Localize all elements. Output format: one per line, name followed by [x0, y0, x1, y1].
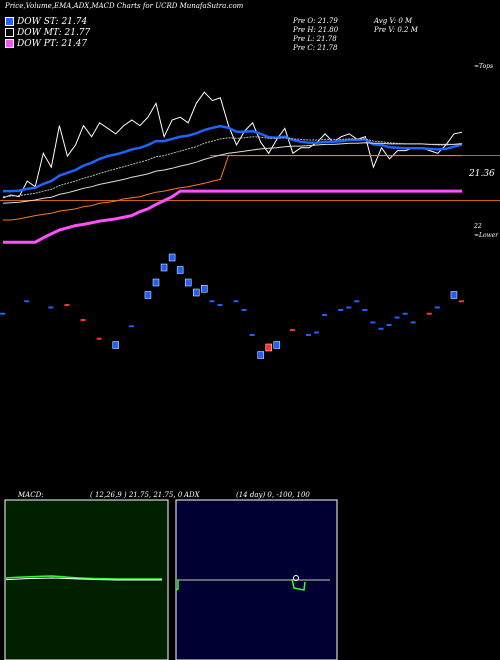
legend-label: DOW ST: 21.74 — [17, 17, 88, 27]
volume-mark — [80, 319, 86, 321]
volume-mark — [184, 278, 192, 287]
legend-item: DOW MT: 21.77 — [5, 28, 90, 39]
volume-mark — [217, 304, 223, 306]
macd-label: MACD: — [18, 491, 44, 499]
legend-label: DOW PT: 21.47 — [17, 39, 88, 49]
volume-mark — [96, 337, 102, 340]
avg-volume: Avg V: 0 M — [374, 17, 413, 25]
series-line-0 — [2, 91, 463, 199]
lower-note: 22 ≈Lower — [474, 223, 499, 239]
volume-mark — [176, 266, 184, 274]
volume-mark — [233, 300, 239, 303]
ohlc-low: Pre L: 21.78 — [293, 35, 337, 43]
volume-mark — [426, 312, 432, 315]
legend-label: DOW MT: 21.77 — [17, 28, 91, 38]
volume-mark — [265, 343, 272, 352]
volume-mark — [338, 309, 344, 311]
last-price-label: 21.36 — [469, 169, 495, 179]
volume-mark — [394, 316, 400, 319]
legend-item: DOW PT: 21.47 — [5, 39, 87, 50]
volume-mark — [0, 312, 5, 315]
adx-params: (14 day) 0, -100, 100 — [236, 491, 310, 499]
volume-mark — [306, 334, 311, 336]
adx-dmi-plus — [291, 578, 306, 591]
chart-title: Price,Volume,EMA,ADX,MACD Charts for UCR… — [5, 2, 244, 10]
volume-mark — [354, 300, 360, 303]
volume-mark — [168, 253, 176, 262]
volume-mark — [112, 341, 119, 349]
volume-mark — [346, 306, 352, 309]
series-line-5 — [3, 189, 462, 244]
volume-mark — [209, 300, 215, 303]
volume-mark — [410, 321, 416, 324]
volume-mark — [378, 327, 384, 330]
macd-signal-line — [5, 577, 162, 581]
volume-mark — [370, 321, 376, 324]
volume-mark — [24, 300, 30, 303]
volume-mark — [402, 312, 408, 315]
ohlc-high: Pre H: 21.80 — [293, 26, 339, 34]
volume-mark — [48, 306, 54, 309]
volume-mark — [152, 278, 160, 287]
series-line-2 — [2, 136, 463, 198]
volume-mark — [434, 306, 440, 309]
volume-mark — [459, 300, 464, 303]
volume-mark — [362, 309, 368, 311]
volume-mark — [201, 285, 208, 293]
series-line-3 — [2, 142, 463, 204]
prev-volume: Pre V: 0.2 M — [374, 26, 418, 34]
volume-mark — [257, 351, 264, 359]
adx-marker — [293, 575, 299, 581]
volume-mark — [193, 288, 200, 297]
volume-mark — [128, 325, 134, 328]
series-line-1 — [3, 124, 463, 193]
volume-mark — [160, 263, 168, 272]
volume-mark — [386, 324, 392, 326]
tops-note: ≈Tops — [474, 63, 494, 70]
series-line-4 — [3, 155, 462, 221]
volume-mark — [249, 334, 255, 336]
volume-mark — [314, 331, 320, 334]
volume-mark — [450, 291, 458, 299]
legend-swatch — [5, 39, 14, 48]
volume-mark — [64, 304, 70, 306]
legend-swatch — [5, 28, 14, 37]
ohlc-close: Pre C: 21.78 — [293, 44, 338, 52]
volume-mark — [289, 329, 295, 331]
volume-mark — [144, 291, 152, 299]
legend-swatch — [5, 17, 14, 26]
volume-mark — [322, 314, 328, 316]
legend-item: DOW ST: 21.74 — [5, 17, 87, 28]
macd-line — [5, 575, 162, 580]
volume-mark — [273, 341, 281, 349]
adx-dmi-plus-start — [175, 580, 179, 591]
volume-mark — [241, 309, 247, 311]
ohlc-open: Pre O: 21.79 — [293, 17, 338, 25]
adx-label: ADX — [184, 491, 200, 499]
macd-params: ( 12,26,9 ) 21.75, 21.75, 0 — [90, 491, 183, 499]
